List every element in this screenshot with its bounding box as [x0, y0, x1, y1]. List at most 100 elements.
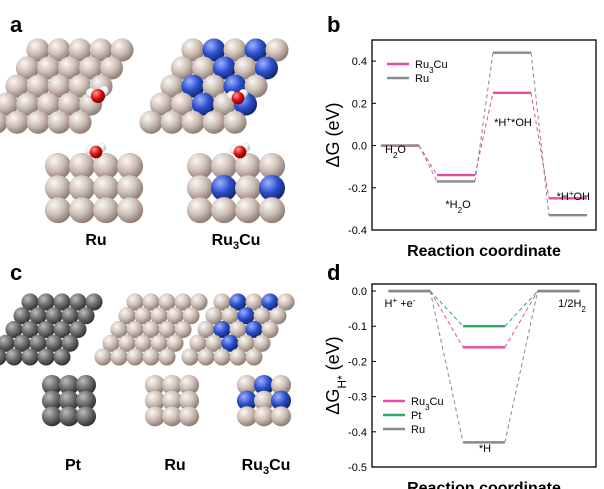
ru3cu-atom	[223, 110, 247, 134]
step-label: 1/2H2	[558, 298, 586, 314]
ru3cu-atom	[253, 334, 271, 353]
y-tick-label: -0.2	[348, 356, 367, 368]
ru3cu-side-atom	[234, 196, 262, 224]
step-label: *H+*OH	[494, 115, 532, 130]
step-label: H+ +e-	[385, 296, 416, 311]
chart-b-water-dissociation: -0.4 -0.2 0.0 0.2 0.4 H2O *H2O *H+*OH *H+OH Ru3Cu…	[323, 39, 597, 260]
plot-frame	[371, 283, 597, 468]
chart-d-hydrogen-adsorption: -0.5 -0.4 -0.3 -0.2 -0.1 0.0 H+ +e- *H 1/2H2 Ru3C…	[323, 283, 597, 489]
water-molecule-ru-side	[89, 145, 103, 159]
ru-atom	[5, 110, 29, 134]
water-molecule-ru3cu-side	[233, 145, 247, 159]
connector-ru	[530, 52, 550, 216]
structure-label-ru3cu-c: Ru3Cu	[242, 457, 291, 477]
ru3cu-side-atom	[258, 196, 286, 224]
ru3cu-atom	[197, 348, 215, 366]
pt-atom	[5, 348, 23, 366]
ru-side-atom	[116, 196, 144, 224]
y-tick-label: 0.0	[352, 286, 367, 298]
ru-atom	[158, 348, 176, 366]
water-molecule-ru3cu	[231, 91, 245, 105]
ru3cu-atom	[265, 38, 289, 62]
y-tick-label: -0.2	[348, 183, 367, 195]
ru-side-atom	[178, 406, 200, 427]
pt-atom	[77, 307, 95, 325]
step-label: H2O	[385, 144, 406, 160]
panel-label-d: d	[327, 260, 340, 285]
ru3cu-atom	[261, 320, 279, 339]
connector-ru3cu	[530, 92, 550, 199]
ru-atom	[110, 348, 128, 366]
y-tick-label: 0.0	[352, 141, 367, 153]
ru3cu-side-atom	[186, 196, 214, 224]
ru-atom	[182, 307, 200, 325]
ru-side-atom	[68, 196, 96, 224]
ru-atom	[126, 348, 144, 366]
connector-ru3cu	[504, 290, 539, 348]
legend-label: Ru	[415, 73, 429, 85]
connector-ru	[429, 290, 464, 443]
connector-ru	[418, 145, 438, 182]
legend-label: Ru3Cu	[415, 59, 448, 75]
ru3cu-atom	[229, 348, 247, 366]
connector-ru3cu	[474, 92, 494, 176]
plot-frame	[371, 39, 597, 231]
ru3cu-atom	[269, 307, 287, 325]
y-axis-label: ΔGH* (eV)	[323, 336, 349, 414]
ru3cu-atom	[245, 348, 263, 366]
pt-atom	[85, 293, 103, 311]
pt-atom	[53, 348, 71, 366]
structure-label-ru3cu-a: Ru3Cu	[212, 232, 261, 252]
y-tick-label: -0.3	[348, 392, 367, 404]
pt-side-atom	[75, 406, 97, 427]
pt-atom	[21, 348, 39, 366]
x-axis-label: Reaction coordinate	[407, 480, 561, 489]
pt-atom	[61, 334, 79, 353]
ru3cu-atom	[254, 56, 279, 80]
structure-label-pt-c: Pt	[65, 457, 82, 474]
step-label: *H2O	[445, 199, 471, 215]
legend-label: Pt	[411, 410, 421, 422]
ru3cu-atom	[202, 110, 226, 134]
ru-atom	[47, 110, 71, 134]
ru-side-atom	[44, 196, 72, 224]
y-tick-label: -0.5	[348, 462, 367, 474]
ru-atom	[26, 110, 50, 134]
atomic-structures	[0, 38, 295, 427]
ru-atom	[166, 334, 184, 353]
ru-atom	[99, 56, 124, 80]
ru-atom	[94, 348, 112, 366]
ru3cu-atom	[181, 348, 199, 366]
pt-atom	[69, 320, 87, 339]
connector-ru3cu	[418, 145, 438, 176]
ru3cu-atom	[213, 348, 231, 366]
legend-label: Ru	[411, 424, 425, 436]
legend-label: Ru3Cu	[411, 396, 444, 412]
ru3cu-atom	[139, 110, 163, 134]
ru-atom	[110, 38, 134, 62]
x-axis-label: Reaction coordinate	[407, 243, 561, 260]
y-tick-label: 0.4	[352, 56, 367, 68]
panel-label-c: c	[10, 260, 22, 285]
ru3cu-atom	[160, 110, 184, 134]
connector-ru3cu	[429, 290, 464, 348]
ru3cu-side-atom	[210, 196, 238, 224]
ru-atom	[190, 293, 208, 311]
pt-atom	[37, 348, 55, 366]
y-tick-label: 0.2	[352, 98, 367, 110]
connector-ru	[504, 290, 539, 443]
water-molecule-ru	[90, 88, 106, 104]
step-label: *H+OH	[557, 189, 590, 204]
ru-side-atom	[92, 196, 120, 224]
y-tick-label: -0.4	[348, 427, 367, 439]
y-axis-label: ΔG (eV)	[323, 102, 343, 167]
panel-label-a: a	[10, 12, 23, 37]
panel-label-b: b	[327, 12, 340, 37]
ru3cu-atom	[181, 110, 205, 134]
ru3cu-atom	[277, 293, 295, 311]
structure-label-ru-a: Ru	[85, 232, 106, 249]
y-tick-label: -0.4	[348, 225, 367, 237]
ru3cu-atom	[244, 74, 268, 98]
connector-pt	[429, 290, 464, 327]
